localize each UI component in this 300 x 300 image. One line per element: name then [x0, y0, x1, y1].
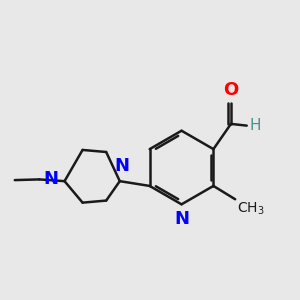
- Text: H: H: [250, 118, 261, 133]
- Text: N: N: [43, 170, 58, 188]
- Text: N: N: [174, 210, 189, 228]
- Text: CH$_3$: CH$_3$: [237, 201, 265, 217]
- Text: O: O: [223, 81, 238, 99]
- Text: N: N: [114, 157, 129, 175]
